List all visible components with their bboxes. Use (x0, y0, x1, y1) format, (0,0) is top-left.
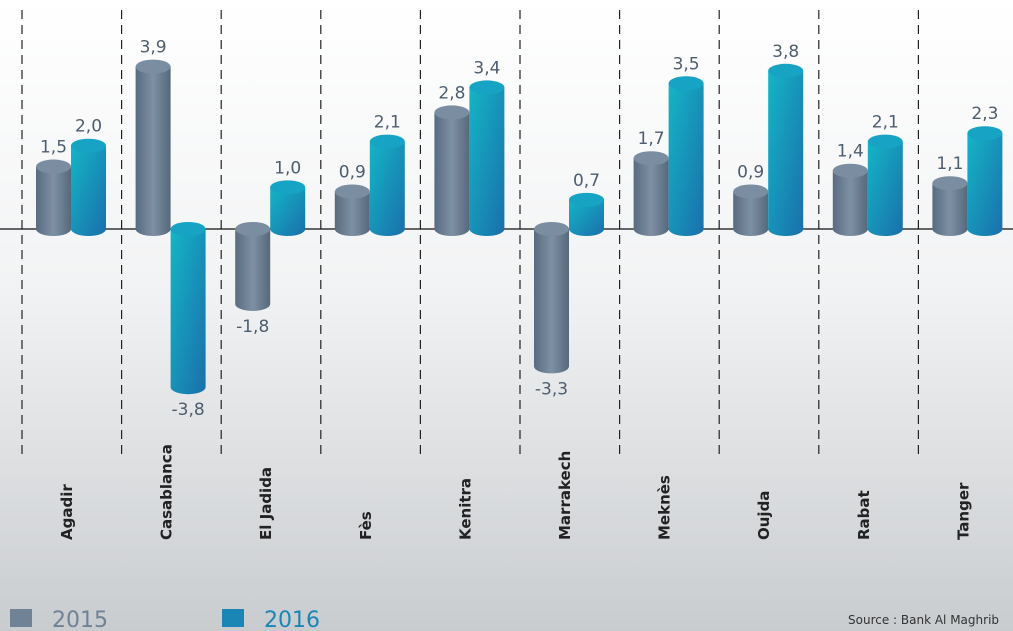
legend-label: 2015 (52, 608, 108, 631)
bar-cap (136, 60, 171, 74)
value-label: 1,7 (638, 129, 665, 149)
bar (669, 83, 704, 236)
bar-cap (171, 222, 206, 236)
value-label: 3,9 (140, 38, 167, 58)
value-label: 2,3 (971, 104, 998, 124)
bar-cap (370, 135, 405, 149)
value-label: -3,3 (535, 379, 568, 399)
value-label: 2,0 (75, 117, 102, 137)
bar-cap (932, 176, 967, 190)
value-label: 1,1 (936, 154, 963, 174)
value-label: -3,8 (172, 400, 205, 420)
bar (768, 71, 803, 236)
bar-cap (669, 76, 704, 90)
bar-cap (335, 185, 370, 199)
value-label: 2,8 (438, 83, 465, 103)
bar-cap (733, 185, 768, 199)
bar-cap (36, 160, 71, 174)
bar-cap (833, 164, 868, 178)
bar-cap (868, 135, 903, 149)
legend-swatch (222, 609, 244, 627)
x-tick-label: El Jadida (257, 467, 275, 540)
bar (270, 187, 305, 236)
value-label: 3,8 (772, 42, 799, 62)
source: Source : Bank Al Maghrib (848, 613, 999, 627)
legend-swatch (10, 609, 32, 627)
bar (434, 112, 469, 236)
bar-cap (634, 151, 669, 165)
x-tick-label: Agadir (58, 484, 76, 540)
value-label: 3,5 (673, 54, 700, 74)
bar-cap (434, 105, 469, 119)
x-tick-label: Meknès (656, 475, 674, 540)
bar-cap (270, 180, 305, 194)
bar (136, 67, 171, 236)
value-label: 1,4 (837, 142, 864, 162)
legend-label: 2016 (264, 608, 320, 631)
value-label: 0,7 (573, 171, 600, 191)
bar-cap (768, 64, 803, 78)
value-label: 2,1 (872, 113, 899, 133)
x-tick-label: Casablanca (158, 444, 176, 540)
x-tick-label: Marrakech (556, 451, 574, 540)
bar (71, 146, 106, 236)
x-tick-label: Kenitra (456, 478, 474, 540)
bar (967, 133, 1002, 236)
x-tick-label: Rabat (855, 490, 873, 540)
bar-cap (71, 139, 106, 153)
bar (171, 229, 206, 394)
bar (235, 229, 270, 311)
bar-cap (534, 222, 569, 236)
bar (36, 167, 71, 236)
value-label: 1,5 (40, 138, 67, 158)
bar (370, 142, 405, 236)
bar (534, 229, 569, 373)
page: Source : Bank Al Maghrib Agadir Casablanc… (0, 0, 1013, 631)
value-label: 0,9 (339, 163, 366, 183)
bar (634, 158, 669, 236)
bar (833, 171, 868, 236)
bar-cap (469, 80, 504, 94)
bar-cap (235, 222, 270, 236)
bar (868, 142, 903, 236)
value-label: 0,9 (737, 163, 764, 183)
value-label: 2,1 (374, 113, 401, 133)
bar (469, 87, 504, 236)
bar-cap (967, 126, 1002, 140)
x-tick-label: Oujda (755, 491, 773, 540)
value-label: -1,8 (236, 317, 269, 337)
value-label: 1,0 (274, 158, 301, 178)
chart: Source : Bank Al Maghrib Agadir Casablanc… (0, 0, 1013, 631)
x-tick-label: Fès (357, 511, 375, 540)
bar (932, 183, 967, 236)
value-label: 3,4 (473, 58, 500, 78)
x-tick-label: Tanger (954, 482, 972, 540)
bar-cap (569, 193, 604, 207)
